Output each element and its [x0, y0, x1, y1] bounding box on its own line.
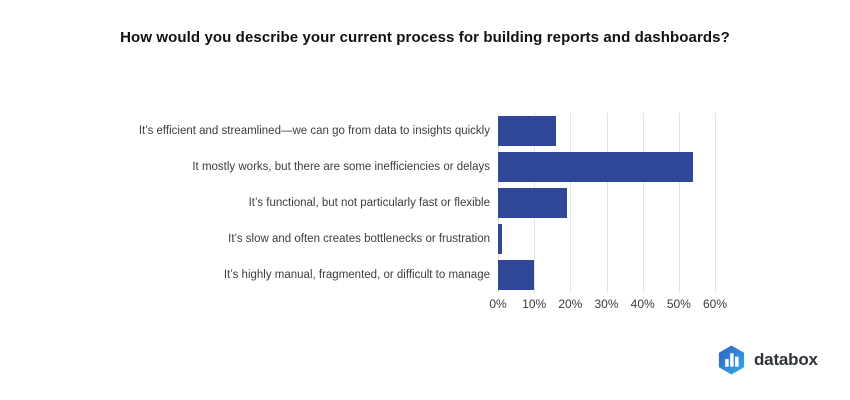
- databox-wordmark: databox: [754, 350, 818, 369]
- bar-row: [498, 221, 734, 257]
- bar: [498, 188, 567, 218]
- x-tick-label: 40%: [630, 297, 655, 311]
- category-label: It’s efficient and streamlined—we can go…: [138, 125, 490, 137]
- x-tick-label: 60%: [703, 297, 728, 311]
- gridline: [570, 113, 572, 293]
- plot-area: 0% 10% 20% 30% 40% 50% 60%: [489, 113, 734, 311]
- gridline: [678, 113, 680, 293]
- bar-row: [498, 257, 734, 293]
- bars: [498, 113, 734, 293]
- databox-logo: databox: [716, 344, 818, 376]
- gridline: [606, 113, 608, 293]
- gridline: [715, 113, 717, 293]
- bar: [498, 116, 556, 146]
- bar-row: [498, 113, 734, 149]
- x-tick-label: 10%: [522, 297, 547, 311]
- category-label: It’s slow and often creates bottlenecks …: [228, 233, 490, 245]
- category-label: It’s functional, but not particularly fa…: [248, 197, 490, 209]
- x-tick-label: 20%: [558, 297, 583, 311]
- x-axis-ticks: 0% 10% 20% 30% 40% 50% 60%: [489, 297, 734, 313]
- bar: [498, 224, 502, 254]
- gridline: [642, 113, 644, 293]
- category-label: It mostly works, but there are some inef…: [192, 161, 490, 173]
- category-labels: It’s efficient and streamlined—we can go…: [0, 113, 490, 293]
- chart-title: How would you describe your current proc…: [120, 29, 730, 46]
- bar-row: [498, 185, 734, 221]
- databox-icon: [718, 345, 745, 375]
- x-tick-label: 30%: [594, 297, 619, 311]
- x-tick-label: 50%: [666, 297, 691, 311]
- bar: [498, 152, 694, 182]
- category-label: It’s highly manual, fragmented, or diffi…: [223, 269, 490, 281]
- bar-row: [498, 149, 734, 185]
- bar: [498, 260, 535, 290]
- x-tick-label: 0%: [489, 297, 507, 311]
